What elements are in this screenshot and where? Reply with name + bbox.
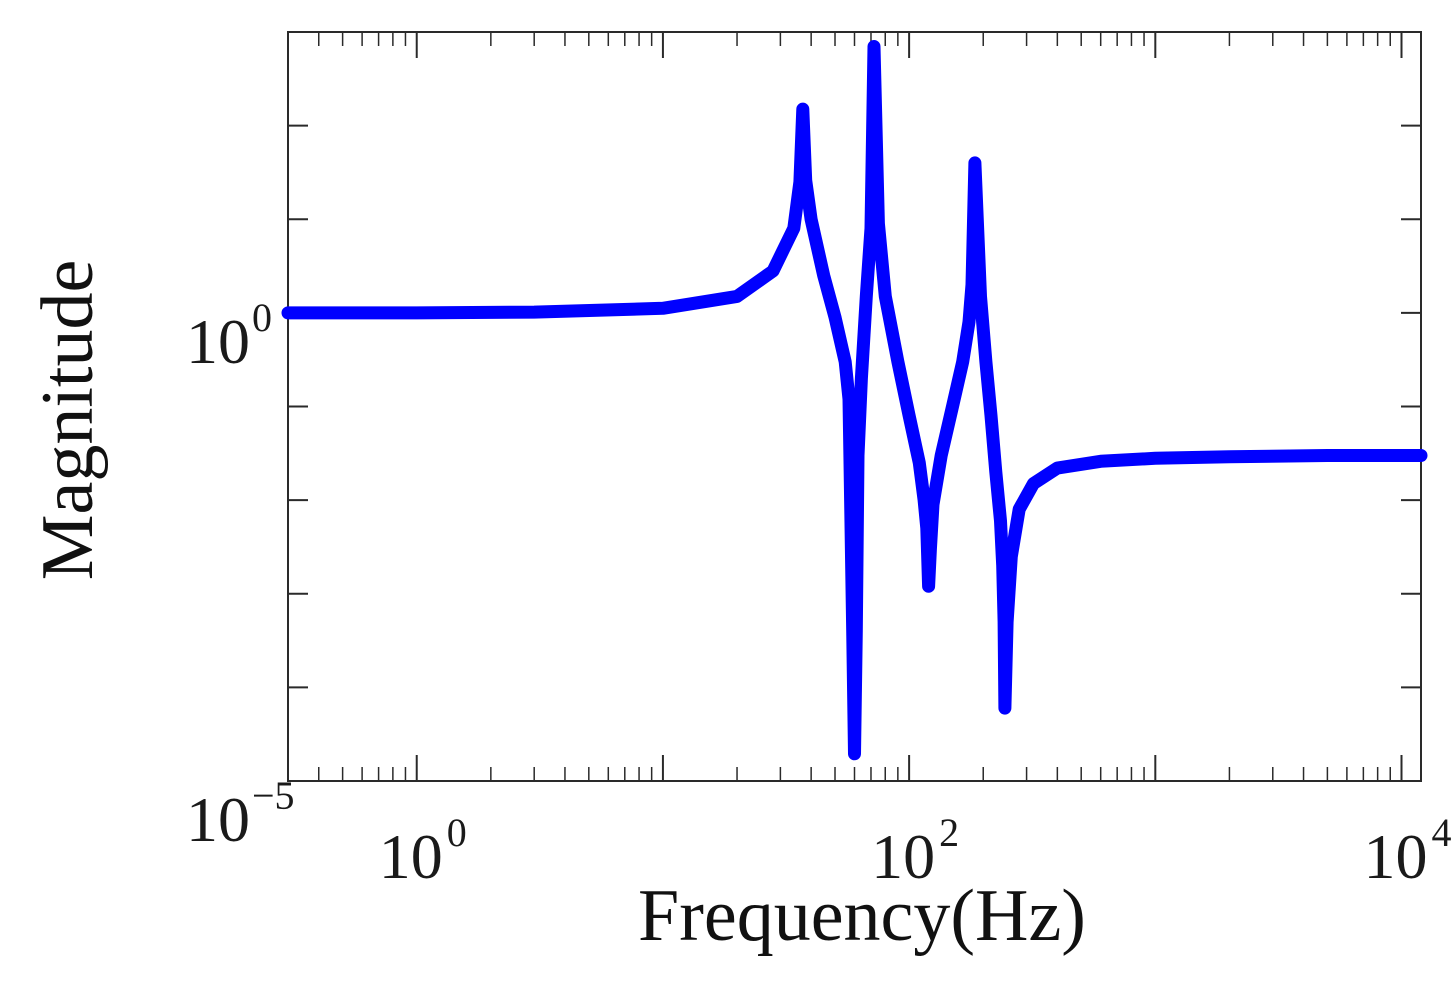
x-tick-labels: 10 0 10 2 10 4	[379, 810, 1452, 892]
x-tick-exponent: 4	[1432, 810, 1452, 855]
y-tick-labels: 10 −510 0	[186, 295, 295, 855]
x-tick-exponent: 0	[447, 810, 467, 855]
x-tick-label: 10	[871, 821, 935, 892]
x-tick-label: 10	[1364, 821, 1428, 892]
x-axis-label: Frequency(Hz)	[638, 875, 1086, 957]
y-tick-label: 10	[186, 306, 250, 377]
y-axis-label: Magnitude	[27, 260, 109, 581]
y-tick-exponent: 0	[252, 295, 272, 340]
series-line-magnitude	[281, 40, 1428, 761]
x-tick-exponent: 2	[939, 810, 959, 855]
minor-ticks	[287, 32, 1391, 781]
y-tick-label: 10	[186, 784, 250, 855]
y-tick-exponent: −5	[252, 773, 295, 818]
x-tick-label: 10	[379, 821, 443, 892]
